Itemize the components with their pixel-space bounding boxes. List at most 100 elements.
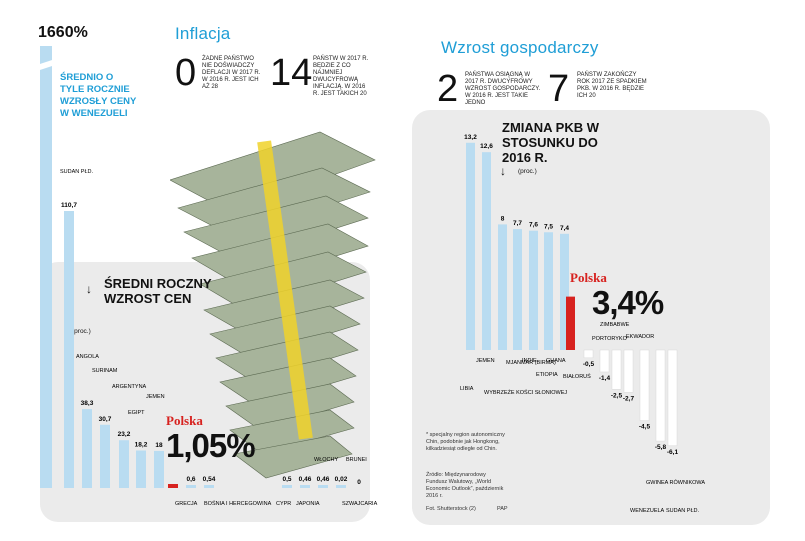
inflation-bar-12	[336, 485, 346, 488]
gdp-bar-9	[599, 349, 610, 373]
gdp-value-label-8: -0,5	[583, 361, 595, 368]
gdp-category-label-13: WENEZUELA	[630, 508, 665, 514]
inflation-bar-5	[136, 450, 146, 488]
gdp-bar-13	[655, 349, 666, 442]
inflation-value-label-2: 38,3	[81, 400, 94, 407]
gdp-bar-14	[667, 349, 678, 447]
gdp-category-label-12: GWINEA RÓWNIKOWA	[646, 479, 705, 486]
gdp-category-label-11: EKWADOR	[626, 334, 654, 340]
inflation-category-label-3: SURINAM	[92, 368, 118, 374]
inflation-bar-11	[318, 485, 328, 488]
photo-credit: Fot. Shutterstock (2)	[426, 506, 476, 512]
gdp-category-label-6: GHANA	[546, 358, 566, 364]
inflacja-title: Inflacja	[175, 24, 231, 43]
gdp-value-label-5: 7,5	[544, 223, 553, 230]
wzrost-fact2-number: 7	[548, 68, 570, 110]
gdp-bar-6	[560, 233, 569, 350]
wzrost-fact1-number: 2	[437, 68, 459, 110]
inflation-category-label-5: EGIPT	[128, 410, 145, 416]
gdp-bar-10	[611, 349, 622, 390]
inflation-value-label-5: 18,2	[135, 442, 148, 449]
inflation-category-label-11: WŁOCHY	[314, 457, 338, 463]
venezuela-bar	[40, 46, 52, 488]
inflation-category-label-10: JAPONIA	[296, 501, 320, 507]
inflation-bar-4	[119, 440, 129, 488]
inflation-value-label-10: 0,46	[299, 476, 312, 483]
gdp-value-label-0: 13,2	[464, 134, 477, 141]
gdp-category-label-3: MJANMAR (BIRMA)	[506, 360, 556, 366]
inflation-bar-10	[300, 485, 310, 488]
gdp-chart-unit: (proc.)	[518, 168, 537, 175]
inflation-bar-6	[154, 450, 164, 488]
gdp-category-label-2: WYBRZEŻE KOŚCI SŁONIOWEJ	[484, 388, 567, 396]
inflation-value-label-7: 0,6	[186, 476, 195, 483]
gdp-bar-12	[639, 349, 650, 421]
inflation-category-label-8: BOŚNIA I HERCEGOWINA	[204, 499, 272, 507]
gdp-polska-bar	[566, 296, 575, 350]
gdp-category-label-1: JEMEN	[476, 358, 495, 364]
inflation-bar-3	[100, 424, 110, 488]
gdp-value-label-3: 7,7	[513, 220, 522, 227]
venezuela-caption: ŚREDNIO O TYLE ROCZNIE WZROSŁY CENY W WE…	[60, 72, 137, 119]
gdp-value-label-6: 7,4	[560, 225, 569, 232]
inflation-polska-label: Polska	[166, 413, 203, 428]
inflation-polska-bar	[168, 484, 178, 488]
gdp-bar-5	[544, 232, 553, 350]
gdp-value-label-4: 7,6	[529, 222, 538, 229]
inflation-value-label-4: 23,2	[118, 431, 131, 438]
inflation-polska-value: 1,05%	[166, 427, 256, 464]
gdp-category-label-9: ZIMBABWE	[600, 322, 630, 328]
inflation-category-label-6: JEMEN	[146, 394, 165, 400]
venezuela-value: 1660%	[38, 24, 88, 41]
gdp-polska-value: 3,4%	[592, 284, 664, 321]
gdp-category-label-4: INDIE	[522, 358, 537, 364]
inflation-category-label-1: SUDAN PŁD.	[60, 169, 93, 175]
gdp-bar-3	[513, 229, 522, 350]
photo-credit-agency: PAP	[497, 506, 508, 512]
gdp-value-label-14: -6,1	[667, 449, 679, 456]
wzrost-title: Wzrost gospodarczy	[441, 38, 599, 57]
gdp-category-label-10: PORTORYKO	[592, 336, 628, 342]
gdp-bar-1	[482, 152, 491, 350]
inflation-category-label-2: ANGOLA	[76, 354, 99, 360]
inflacja-fact2-number: 14	[270, 52, 313, 94]
gdp-bar-4	[529, 230, 538, 350]
gdp-value-label-9: -1,4	[599, 375, 611, 382]
inflacja-fact2-text: PAŃSTW W 2017 R. BĘDZIE Z CO NAJMNIEJ DW…	[313, 56, 369, 97]
inflation-chart-title: ŚREDNI ROCZNY WZROST CEN	[104, 276, 212, 306]
gdp-value-label-13: -5,8	[655, 444, 667, 451]
inflation-value-label-6: 18	[155, 442, 163, 449]
inflation-bar-7	[186, 485, 196, 488]
inflation-bar-9	[282, 485, 292, 488]
banknote-stack-icon	[170, 131, 376, 479]
money-stack-illustration	[170, 131, 376, 479]
inflation-category-label-12: SZWAJCARIA	[342, 501, 378, 507]
inflation-value-label-8: 0,54	[203, 476, 216, 483]
gdp-bar-8	[583, 349, 594, 359]
wzrost-fact1-text: PAŃSTWA OSIĄGNĄ W 2017 R. DWUCYFROWY WZR…	[465, 72, 541, 106]
gdp-source: Źródło: Międzynarodowy Fundusz Walutowy,…	[426, 472, 504, 499]
inflation-value-label-13: 0	[357, 479, 361, 486]
inflation-bar-1	[64, 211, 74, 488]
gdp-bar-0	[466, 142, 475, 350]
gdp-bar-11	[623, 349, 634, 393]
inflation-value-label-11: 0,46	[317, 476, 330, 483]
gdp-category-label-8: BIAŁORUŚ	[563, 372, 591, 380]
gdp-category-label-14: SUDAN PŁD.	[666, 508, 699, 514]
gdp-chart-title: ZMIANA PKB W STOSUNKU DO 2016 R.	[502, 120, 600, 165]
wzrost-fact2-text: PAŃSTW ZAKOŃCZY ROK 2017 ZE SPADKIEM PKB…	[577, 72, 647, 99]
down-arrow-icon: ↓	[86, 282, 92, 296]
inflation-bar-8	[204, 485, 214, 488]
inflation-value-label-3: 30,7	[99, 416, 112, 423]
gdp-value-label-1: 12,6	[480, 143, 493, 150]
gdp-value-label-11: -2,7	[623, 395, 635, 402]
gdp-value-label-12: -4,5	[639, 424, 651, 431]
inflation-value-label-12: 0,02	[335, 476, 348, 483]
gdp-down-arrow-icon: ↓	[500, 164, 506, 178]
inflation-value-label-1: 110,7	[61, 202, 77, 209]
inflation-category-label-13: BRUNEI	[346, 457, 367, 463]
gdp-bar-2	[498, 224, 507, 350]
inflation-category-label-7: GRECJA	[175, 501, 198, 507]
gdp-value-label-2: 8	[501, 215, 505, 222]
